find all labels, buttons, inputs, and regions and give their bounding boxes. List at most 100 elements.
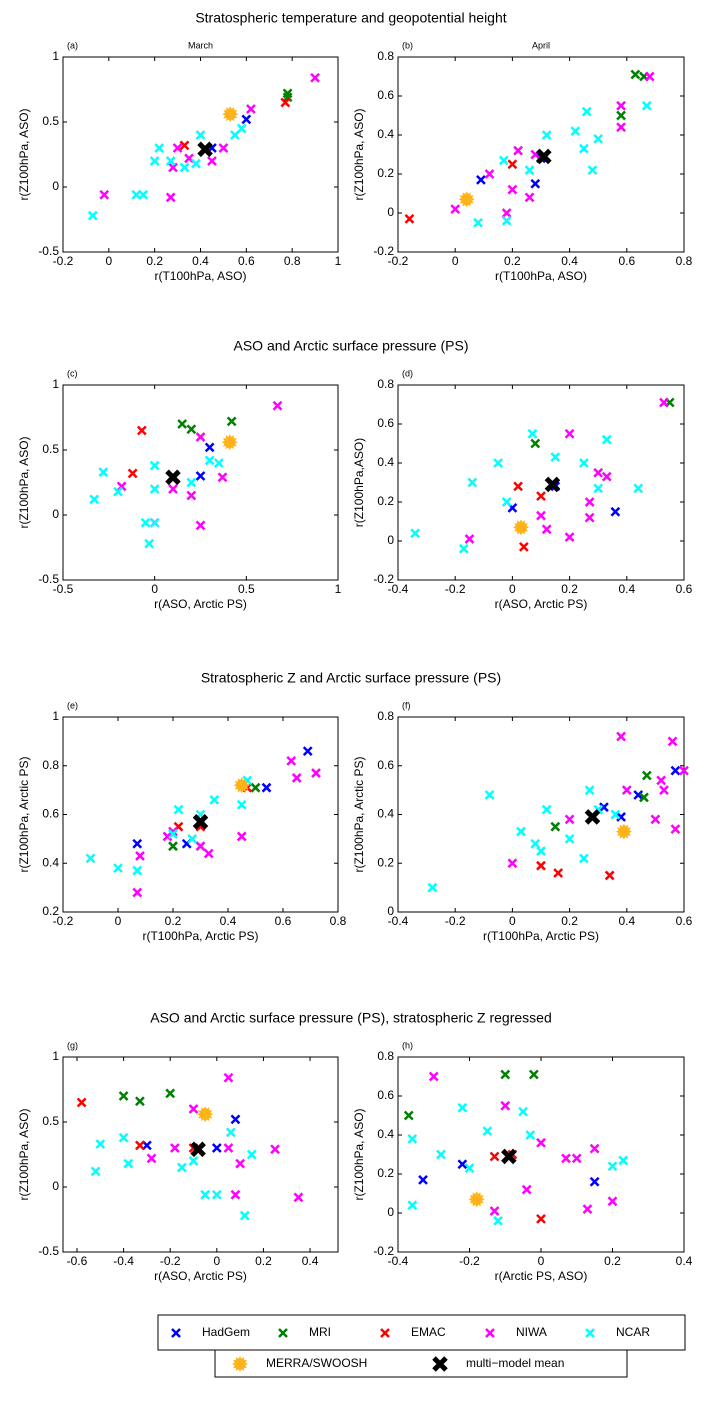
point [528,1069,539,1080]
point [149,460,160,471]
y-tick-label: 0.2 [377,1166,394,1180]
point [489,1151,500,1162]
point [195,520,206,531]
panel-label: (e) [67,700,78,710]
point [564,814,575,825]
point [599,802,609,813]
point [516,826,526,837]
y-tick-label: 0.4 [377,1127,394,1141]
point [536,491,546,502]
y-tick-label: 0.8 [377,709,394,723]
point [223,1072,234,1083]
point [272,400,283,411]
x-tick-label: -0.2 [445,914,466,928]
point [95,1139,106,1149]
point [650,814,661,825]
y-tick-label: 1 [52,49,59,63]
point [493,1215,503,1226]
x-tick-label: -0.4 [388,914,409,928]
x-tick-label: -0.6 [67,1254,88,1268]
x-axis-label: r(ASO, Arctic PS) [154,597,247,611]
point [186,477,197,488]
y-tick-label: 0.8 [42,758,59,772]
section-title: ASO and Arctic surface pressure (PS), st… [150,1010,552,1026]
plot-frame [397,716,685,913]
point [616,731,626,742]
x-tick-label: 0 [105,254,112,268]
point [610,506,621,517]
x-tick-label: 0.4 [618,582,635,596]
x-tick-label: 0.4 [192,254,209,268]
x-tick-label: -0.4 [388,582,409,596]
point [521,1184,532,1195]
point [464,1163,475,1174]
point [195,841,206,852]
point [140,517,151,528]
point [571,1153,582,1164]
point [679,765,689,776]
legend-box [214,1349,628,1378]
point [177,419,188,429]
point [418,1174,428,1185]
y-tick-label: 0 [52,507,59,521]
point [190,1141,206,1158]
panel-label: (d) [402,368,413,378]
point [203,848,214,859]
x-tick-label: 0.6 [238,254,255,268]
point [192,814,209,830]
point [659,397,669,408]
point [138,189,149,200]
legend-marker [585,1328,595,1338]
point [186,490,197,501]
point [615,823,632,840]
point [524,192,535,203]
point [221,434,238,451]
point [582,1204,593,1214]
point [587,165,598,175]
point [241,114,252,125]
point [536,1137,546,1148]
x-tick-label: 0.8 [676,254,693,268]
y-tick-label: 0.6 [377,758,394,772]
point [113,486,123,497]
point [601,434,612,445]
legend-label: HadGem [202,1325,250,1339]
point [484,169,495,179]
point [168,829,178,839]
point [507,159,518,170]
x-tick-label: 0.2 [146,254,163,268]
y-axis-label: r(Z100hPa, ASO) [17,108,31,200]
y-tick-label: 0.5 [42,442,59,456]
y-tick-label: -0.5 [38,244,59,258]
point [468,1191,485,1208]
point [286,755,297,766]
point [458,191,475,208]
point [659,785,669,796]
point [226,416,237,427]
point [407,1200,418,1211]
x-tick-label: 0.6 [676,914,693,928]
y-tick-label: 0.6 [377,416,394,430]
point [604,870,615,881]
point [656,775,667,786]
point [113,863,123,874]
point [222,106,239,123]
legend-marker [432,1356,448,1372]
point [211,1189,222,1200]
point [541,804,552,815]
point [302,746,313,757]
point [291,773,302,783]
point [154,143,165,153]
y-tick-label: 0.6 [42,807,59,821]
x-tick-label: 0.2 [604,1254,621,1268]
point [579,458,589,468]
point [589,1143,600,1154]
point [501,1148,517,1165]
point [570,126,581,136]
point [618,1155,629,1166]
point [536,846,546,856]
point [173,804,184,815]
y-tick-label: -0.2 [373,244,394,258]
x-tick-label: 1 [335,582,342,596]
